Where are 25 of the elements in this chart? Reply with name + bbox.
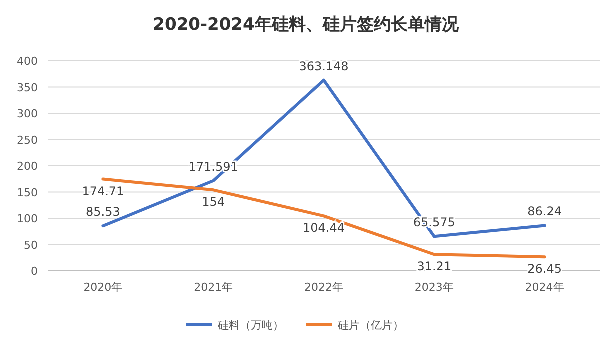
data-label: 363.148 [299,59,349,74]
data-label: 154 [202,195,226,210]
y-tick-label: 300 [17,108,38,120]
data-label: 26.45 [528,262,562,276]
x-tick-label: 2024年 [525,281,564,294]
data-label: 174.71 [82,184,124,198]
y-tick-label: 350 [17,81,38,94]
y-tick-label: 200 [17,160,38,173]
y-tick-label: 100 [17,212,38,226]
y-tick-label: 250 [17,134,38,147]
x-tick-label: 2020年 [84,281,123,294]
y-tick-label: 0 [31,265,38,278]
data-label: 86.24 [528,204,562,219]
legend-label: 硅片（亿片） [337,319,404,332]
data-label: 104.44 [303,221,345,236]
y-tick-label: 150 [17,186,38,200]
x-tick-label: 2022年 [304,281,344,294]
y-tick-label: 400 [17,55,38,68]
data-label: 31.21 [417,260,452,274]
y-tick-label: 50 [24,238,38,252]
data-label: 85.53 [86,205,120,220]
chart-title: 2020-2024年硅料、硅片签约长单情况 [153,15,460,35]
x-tick-label: 2023年 [414,281,454,294]
legend-label: 硅料（万吨） [217,319,284,332]
x-tick-label: 2021年 [194,281,234,294]
